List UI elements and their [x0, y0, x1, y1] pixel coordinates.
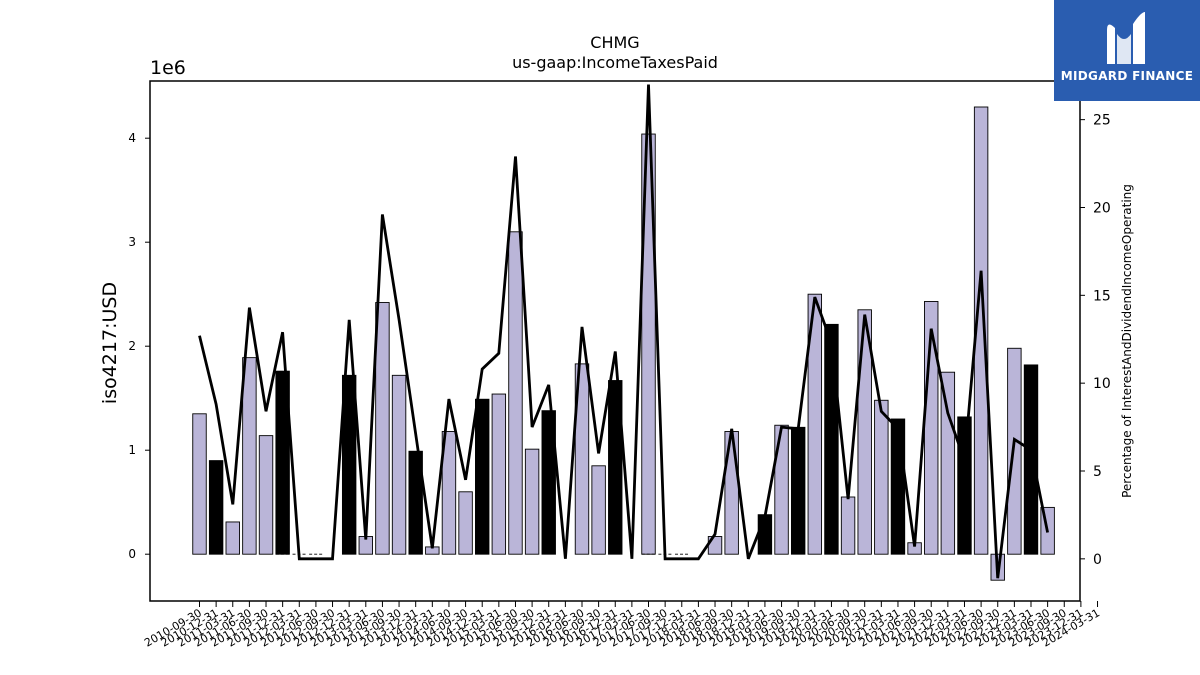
bar — [341, 374, 357, 555]
x-axis: 2010-09-302010-12-312011-03-312011-06-30… — [142, 601, 1102, 650]
m-monogram-icon — [1107, 12, 1145, 65]
bar — [208, 460, 224, 555]
bar — [242, 357, 257, 555]
bar — [608, 380, 623, 555]
bar — [192, 413, 207, 555]
y2-tick-label: 15 — [1093, 288, 1111, 304]
bar — [807, 293, 823, 555]
bar — [890, 418, 906, 555]
bar — [973, 106, 989, 555]
bar — [491, 393, 507, 555]
bar — [857, 309, 872, 555]
y-tick-label: 4 — [128, 131, 136, 145]
y2-tick-label: 0 — [1093, 552, 1102, 568]
y-tick-label: 3 — [128, 235, 136, 249]
bar — [524, 448, 540, 555]
midgard-finance-logo: MIDGARD FINANCE — [1054, 0, 1200, 101]
bar — [258, 435, 274, 555]
y2-tick-label: 10 — [1093, 376, 1111, 392]
left-y-axis: 0 1 2 3 4 — [128, 131, 150, 561]
y-tick-label: 1 — [128, 443, 136, 457]
bar — [408, 450, 423, 555]
bar — [574, 363, 590, 555]
bar — [774, 424, 789, 555]
bar — [441, 431, 457, 555]
y2-tick-label: 5 — [1093, 464, 1102, 480]
chart-title: CHMG — [590, 33, 640, 52]
bar — [391, 374, 407, 555]
bar-series — [192, 106, 1055, 581]
chart-subtitle: us-gaap:IncomeTaxesPaid — [512, 53, 718, 72]
percentage-line — [198, 84, 1049, 579]
bar — [508, 231, 523, 555]
y-axis-label: iso4217:USD — [99, 281, 121, 405]
y-tick-label: 0 — [128, 547, 136, 561]
y2-axis-label: Percentage of InterestAndDividendIncomeO… — [1120, 184, 1134, 498]
bar — [375, 302, 390, 555]
bar — [225, 521, 240, 555]
y-tick-label: 2 — [128, 339, 136, 353]
y-axis-multiplier: 1e6 — [150, 57, 186, 79]
bar — [757, 514, 773, 555]
logo-text: MIDGARD FINANCE — [1060, 69, 1194, 83]
bar — [475, 398, 490, 555]
bar — [874, 399, 889, 555]
bar — [1023, 364, 1039, 555]
bar — [940, 371, 956, 555]
y2-tick-label: 25 — [1093, 113, 1111, 129]
bar — [840, 496, 856, 555]
bar — [591, 465, 606, 555]
bar — [458, 491, 473, 555]
bar — [824, 323, 839, 555]
right-y-axis: 0 5 10 15 20 25 — [1080, 113, 1111, 568]
bar — [724, 431, 739, 555]
y2-tick-label: 20 — [1093, 200, 1111, 216]
bar — [541, 410, 556, 555]
bar — [790, 426, 806, 555]
bar — [957, 416, 972, 555]
